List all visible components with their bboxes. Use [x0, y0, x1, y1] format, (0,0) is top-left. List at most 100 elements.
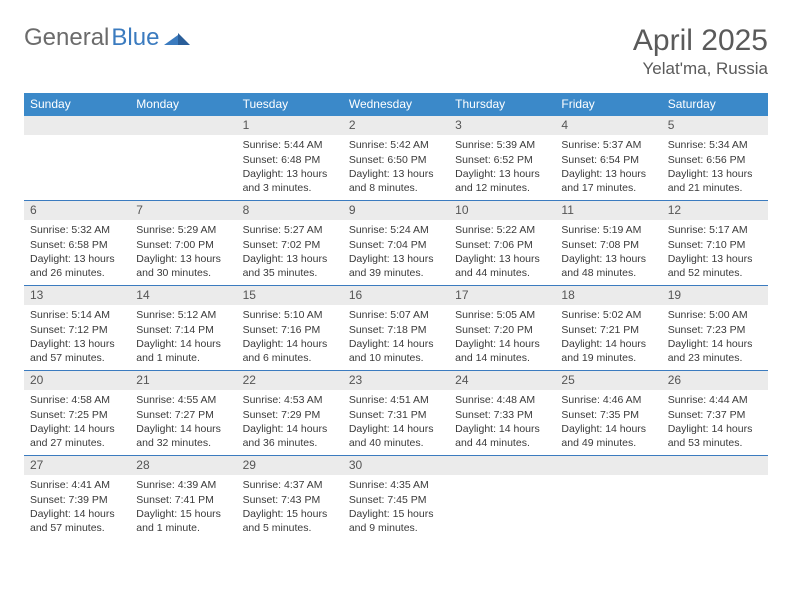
day-details: Sunrise: 5:12 AMSunset: 7:14 PMDaylight:… [130, 305, 236, 369]
detail-line: Sunrise: 4:41 AM [30, 478, 124, 492]
day-number: 12 [662, 201, 768, 220]
detail-line: Sunrise: 4:35 AM [349, 478, 443, 492]
day-details: Sunrise: 4:51 AMSunset: 7:31 PMDaylight:… [343, 390, 449, 454]
detail-line: Sunrise: 5:39 AM [455, 138, 549, 152]
day-header-cell: Monday [130, 93, 236, 116]
detail-line: Sunrise: 5:00 AM [668, 308, 762, 322]
day-number: 9 [343, 201, 449, 220]
day-number: 13 [24, 286, 130, 305]
detail-line: Sunset: 6:52 PM [455, 153, 549, 167]
day-cell: 3Sunrise: 5:39 AMSunset: 6:52 PMDaylight… [449, 116, 555, 200]
detail-line: Sunrise: 4:44 AM [668, 393, 762, 407]
detail-line: Daylight: 14 hours and 53 minutes. [668, 422, 762, 450]
day-number: 7 [130, 201, 236, 220]
day-header-cell: Saturday [662, 93, 768, 116]
detail-line: Daylight: 14 hours and 36 minutes. [243, 422, 337, 450]
detail-line: Sunrise: 5:22 AM [455, 223, 549, 237]
detail-line: Daylight: 13 hours and 57 minutes. [30, 337, 124, 365]
day-cell: 10Sunrise: 5:22 AMSunset: 7:06 PMDayligh… [449, 201, 555, 285]
detail-line: Sunrise: 5:02 AM [561, 308, 655, 322]
day-header-cell: Thursday [449, 93, 555, 116]
day-cell: 25Sunrise: 4:46 AMSunset: 7:35 PMDayligh… [555, 371, 661, 455]
day-details: Sunrise: 5:32 AMSunset: 6:58 PMDaylight:… [24, 220, 130, 284]
detail-line: Daylight: 14 hours and 6 minutes. [243, 337, 337, 365]
day-details: Sunrise: 5:00 AMSunset: 7:23 PMDaylight:… [662, 305, 768, 369]
calendar: SundayMondayTuesdayWednesdayThursdayFrid… [24, 93, 768, 540]
day-cell [24, 116, 130, 200]
day-cell: 15Sunrise: 5:10 AMSunset: 7:16 PMDayligh… [237, 286, 343, 370]
day-cell: 26Sunrise: 4:44 AMSunset: 7:37 PMDayligh… [662, 371, 768, 455]
day-number: 19 [662, 286, 768, 305]
detail-line: Sunrise: 4:53 AM [243, 393, 337, 407]
day-cell: 12Sunrise: 5:17 AMSunset: 7:10 PMDayligh… [662, 201, 768, 285]
day-details: Sunrise: 5:07 AMSunset: 7:18 PMDaylight:… [343, 305, 449, 369]
day-number: 22 [237, 371, 343, 390]
day-details: Sunrise: 5:29 AMSunset: 7:00 PMDaylight:… [130, 220, 236, 284]
day-details: Sunrise: 4:44 AMSunset: 7:37 PMDaylight:… [662, 390, 768, 454]
detail-line: Daylight: 14 hours and 14 minutes. [455, 337, 549, 365]
day-cell: 30Sunrise: 4:35 AMSunset: 7:45 PMDayligh… [343, 456, 449, 540]
day-cell: 24Sunrise: 4:48 AMSunset: 7:33 PMDayligh… [449, 371, 555, 455]
day-details: Sunrise: 5:19 AMSunset: 7:08 PMDaylight:… [555, 220, 661, 284]
day-number: 20 [24, 371, 130, 390]
detail-line: Sunrise: 5:07 AM [349, 308, 443, 322]
day-number: 21 [130, 371, 236, 390]
day-number: 24 [449, 371, 555, 390]
day-cell: 11Sunrise: 5:19 AMSunset: 7:08 PMDayligh… [555, 201, 661, 285]
day-number: 10 [449, 201, 555, 220]
week-row: 13Sunrise: 5:14 AMSunset: 7:12 PMDayligh… [24, 286, 768, 371]
day-details: Sunrise: 5:22 AMSunset: 7:06 PMDaylight:… [449, 220, 555, 284]
brand-logo: GeneralBlue [24, 24, 190, 52]
detail-line: Sunset: 7:45 PM [349, 493, 443, 507]
detail-line: Daylight: 13 hours and 21 minutes. [668, 167, 762, 195]
detail-line: Sunset: 7:35 PM [561, 408, 655, 422]
detail-line: Sunset: 7:14 PM [136, 323, 230, 337]
day-cell: 18Sunrise: 5:02 AMSunset: 7:21 PMDayligh… [555, 286, 661, 370]
detail-line: Sunrise: 5:24 AM [349, 223, 443, 237]
detail-line: Daylight: 15 hours and 9 minutes. [349, 507, 443, 535]
day-details: Sunrise: 4:58 AMSunset: 7:25 PMDaylight:… [24, 390, 130, 454]
detail-line: Daylight: 14 hours and 19 minutes. [561, 337, 655, 365]
detail-line: Daylight: 15 hours and 5 minutes. [243, 507, 337, 535]
detail-line: Daylight: 14 hours and 10 minutes. [349, 337, 443, 365]
detail-line: Sunrise: 4:51 AM [349, 393, 443, 407]
day-details: Sunrise: 4:46 AMSunset: 7:35 PMDaylight:… [555, 390, 661, 454]
day-cell [449, 456, 555, 540]
detail-line: Sunset: 7:16 PM [243, 323, 337, 337]
detail-line: Daylight: 13 hours and 39 minutes. [349, 252, 443, 280]
detail-line: Daylight: 14 hours and 32 minutes. [136, 422, 230, 450]
day-details: Sunrise: 5:24 AMSunset: 7:04 PMDaylight:… [343, 220, 449, 284]
detail-line: Daylight: 13 hours and 3 minutes. [243, 167, 337, 195]
detail-line: Sunset: 7:08 PM [561, 238, 655, 252]
week-row: 20Sunrise: 4:58 AMSunset: 7:25 PMDayligh… [24, 371, 768, 456]
detail-line: Daylight: 13 hours and 35 minutes. [243, 252, 337, 280]
detail-line: Sunset: 7:29 PM [243, 408, 337, 422]
detail-line: Sunrise: 4:46 AM [561, 393, 655, 407]
detail-line: Daylight: 14 hours and 44 minutes. [455, 422, 549, 450]
day-details: Sunrise: 5:39 AMSunset: 6:52 PMDaylight:… [449, 135, 555, 199]
detail-line: Daylight: 13 hours and 8 minutes. [349, 167, 443, 195]
day-number [449, 456, 555, 475]
day-details: Sunrise: 5:02 AMSunset: 7:21 PMDaylight:… [555, 305, 661, 369]
detail-line: Daylight: 13 hours and 44 minutes. [455, 252, 549, 280]
day-number: 15 [237, 286, 343, 305]
day-number: 26 [662, 371, 768, 390]
day-details: Sunrise: 4:53 AMSunset: 7:29 PMDaylight:… [237, 390, 343, 454]
day-number: 5 [662, 116, 768, 135]
day-number: 18 [555, 286, 661, 305]
detail-line: Daylight: 14 hours and 27 minutes. [30, 422, 124, 450]
detail-line: Sunset: 7:02 PM [243, 238, 337, 252]
detail-line: Sunrise: 4:39 AM [136, 478, 230, 492]
detail-line: Sunset: 7:41 PM [136, 493, 230, 507]
day-number: 6 [24, 201, 130, 220]
detail-line: Sunset: 7:27 PM [136, 408, 230, 422]
month-title: April 2025 [633, 24, 768, 57]
detail-line: Daylight: 13 hours and 12 minutes. [455, 167, 549, 195]
detail-line: Sunrise: 5:29 AM [136, 223, 230, 237]
detail-line: Sunrise: 5:17 AM [668, 223, 762, 237]
day-cell: 1Sunrise: 5:44 AMSunset: 6:48 PMDaylight… [237, 116, 343, 200]
detail-line: Sunrise: 5:19 AM [561, 223, 655, 237]
day-number: 29 [237, 456, 343, 475]
day-cell [555, 456, 661, 540]
detail-line: Sunrise: 5:12 AM [136, 308, 230, 322]
